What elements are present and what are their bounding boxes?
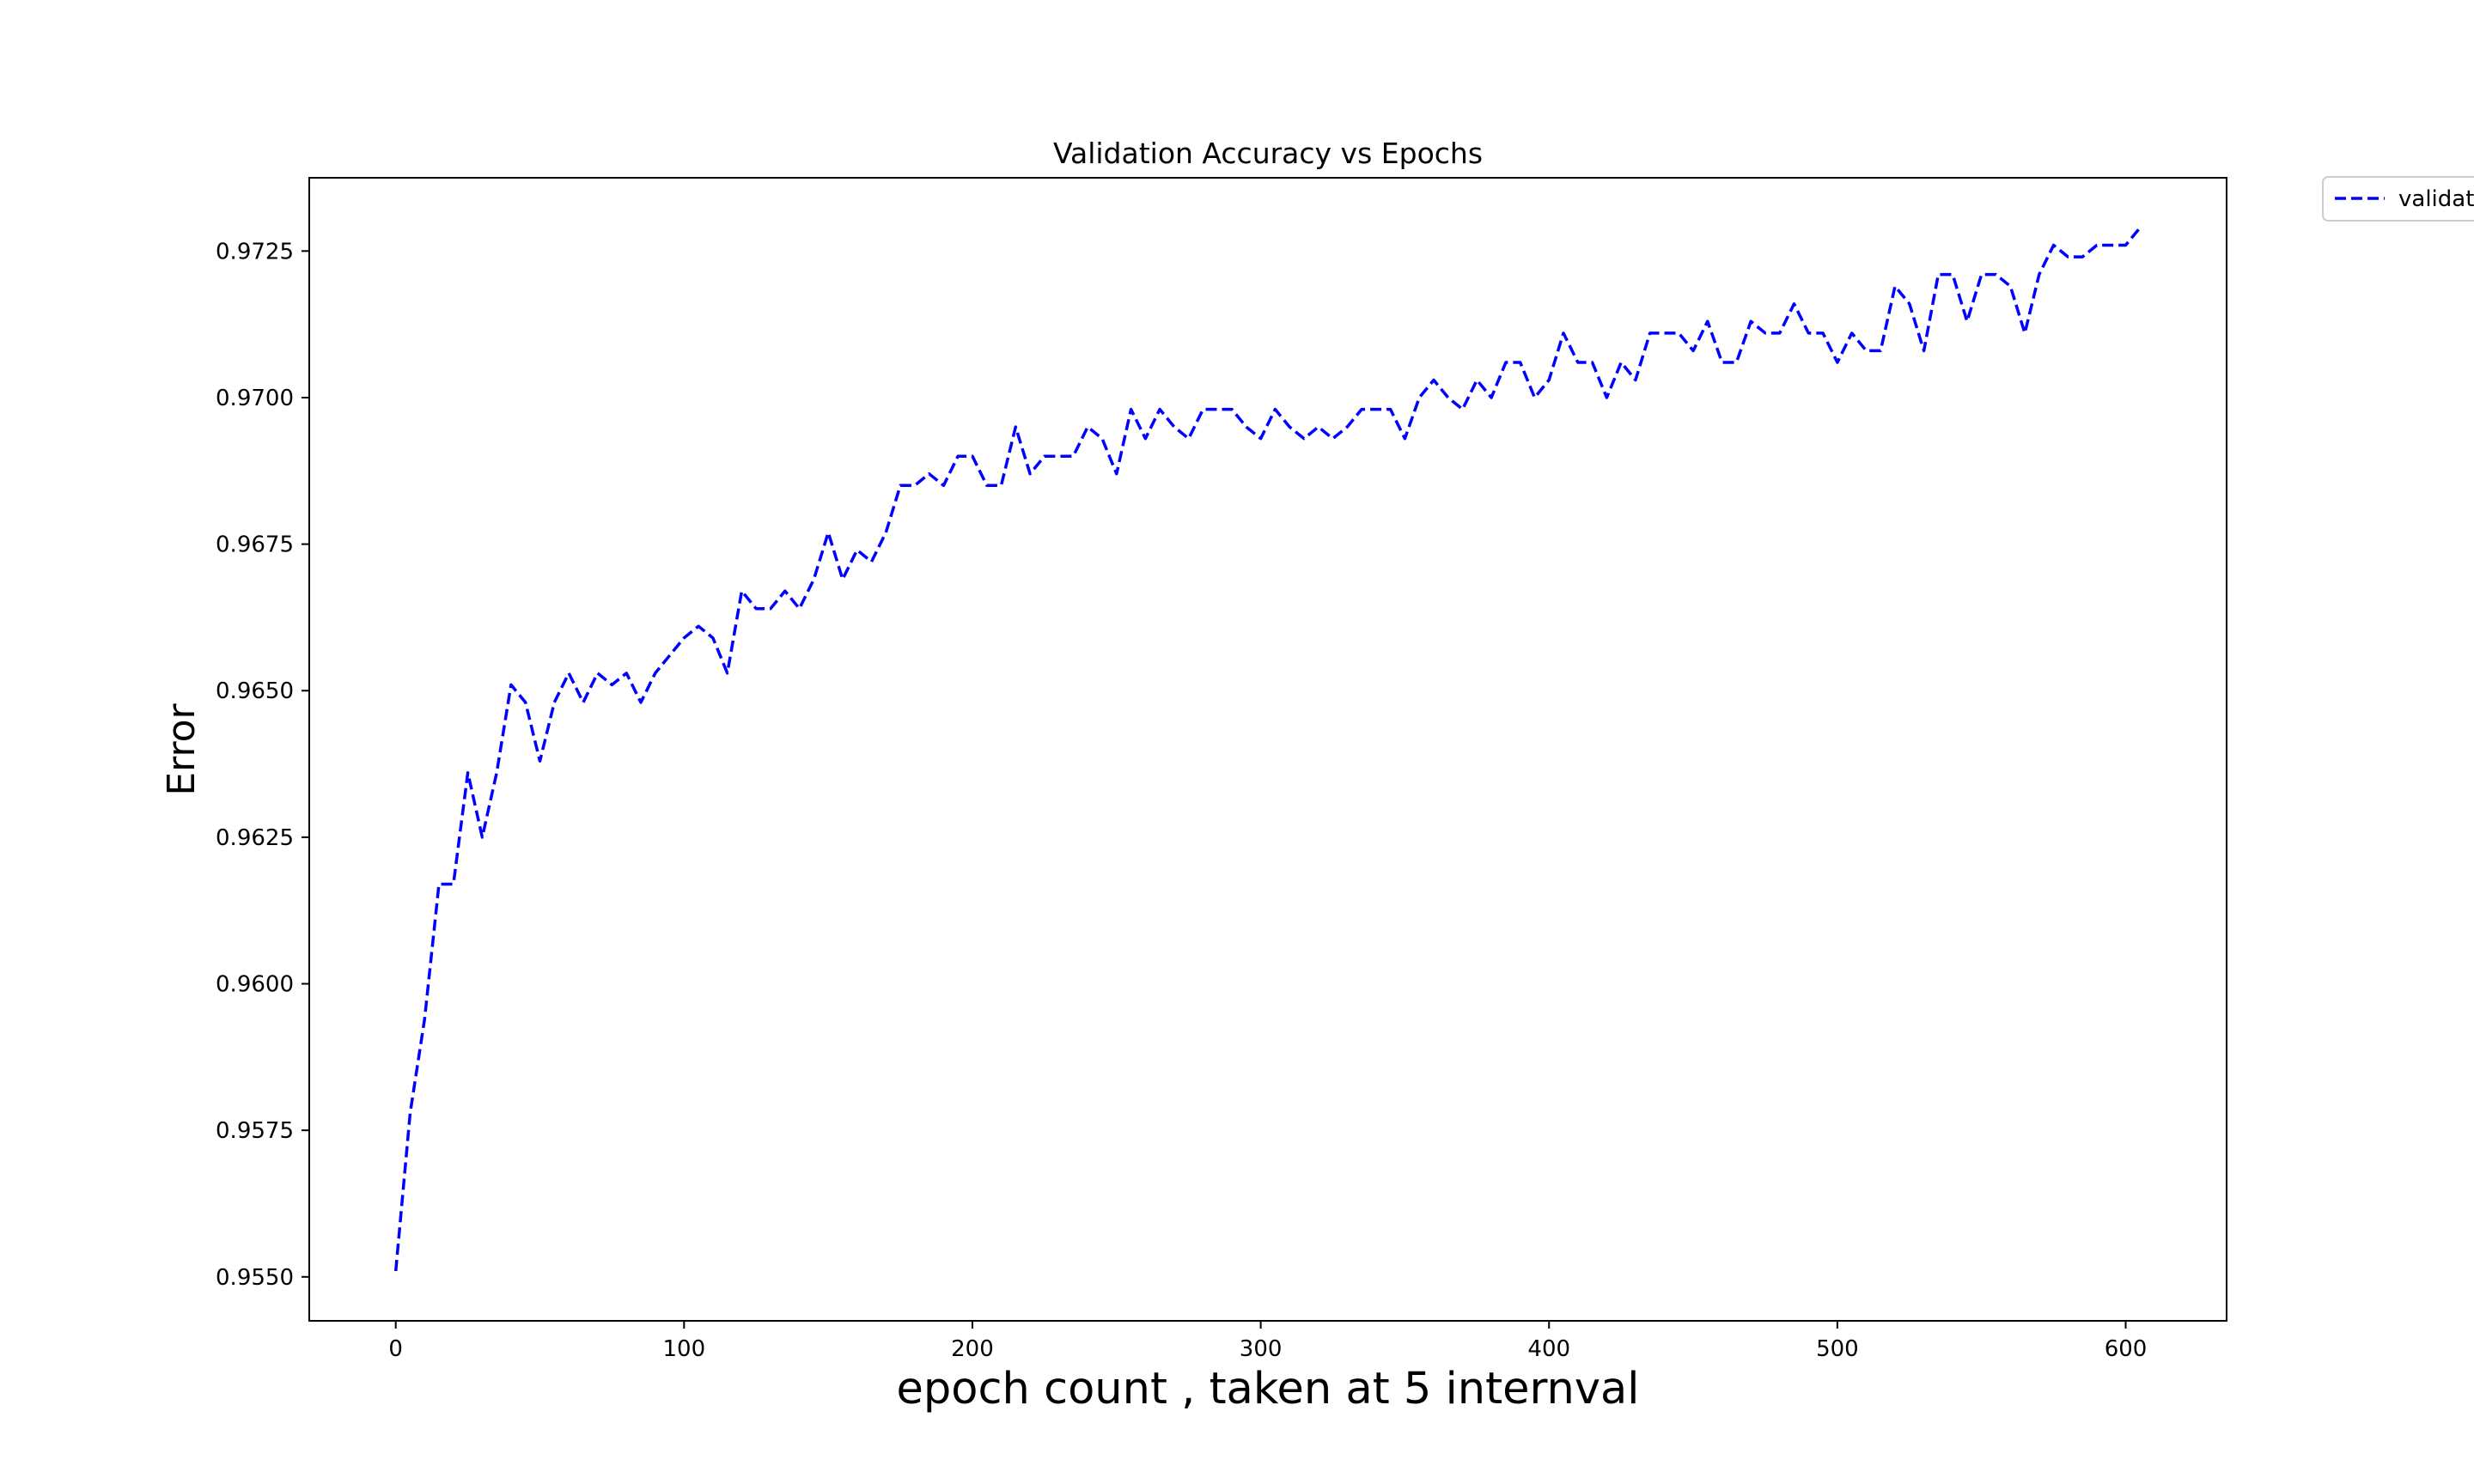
x-tick-label: 100	[663, 1336, 706, 1362]
series-layer	[393, 226, 2142, 1272]
x-tick-label: 300	[1240, 1336, 1283, 1362]
x-tick-label: 500	[1816, 1336, 1859, 1362]
plot-frame	[308, 177, 2227, 1322]
y-tick-label: 0.9575	[216, 1118, 294, 1144]
y-tick-label: 0.9600	[216, 972, 294, 998]
x-axis-ticks: 0 100 200 300 400 500 600	[388, 1321, 2147, 1362]
x-axis-label: epoch count , taken at 5 internval	[897, 1364, 1640, 1414]
x-tick-label: 200	[951, 1336, 994, 1362]
y-axis-ticks: 0.9550 0.9575 0.9600 0.9625 0.9650 0.9675 0.97…	[216, 239, 309, 1291]
y-tick-label: 0.9625	[216, 825, 294, 851]
y-tick-label: 0.9550	[216, 1265, 294, 1291]
x-tick-label: 600	[2105, 1336, 2148, 1362]
legend-box	[2322, 176, 2474, 222]
y-tick-label: 0.9675	[216, 532, 294, 558]
chart-title: Validation Accuracy vs Epochs	[1053, 137, 1483, 170]
y-tick-label: 0.9650	[216, 678, 294, 704]
y-tick-label: 0.9725	[216, 239, 294, 265]
x-tick-label: 0	[388, 1336, 403, 1362]
legend-label: validat	[2398, 186, 2474, 212]
x-tick-label: 400	[1527, 1336, 1570, 1362]
legend: validat	[2322, 176, 2474, 222]
y-axis-label: Error	[160, 702, 204, 795]
series-line-validation	[393, 226, 2142, 1272]
y-tick-label: 0.9700	[216, 386, 294, 411]
